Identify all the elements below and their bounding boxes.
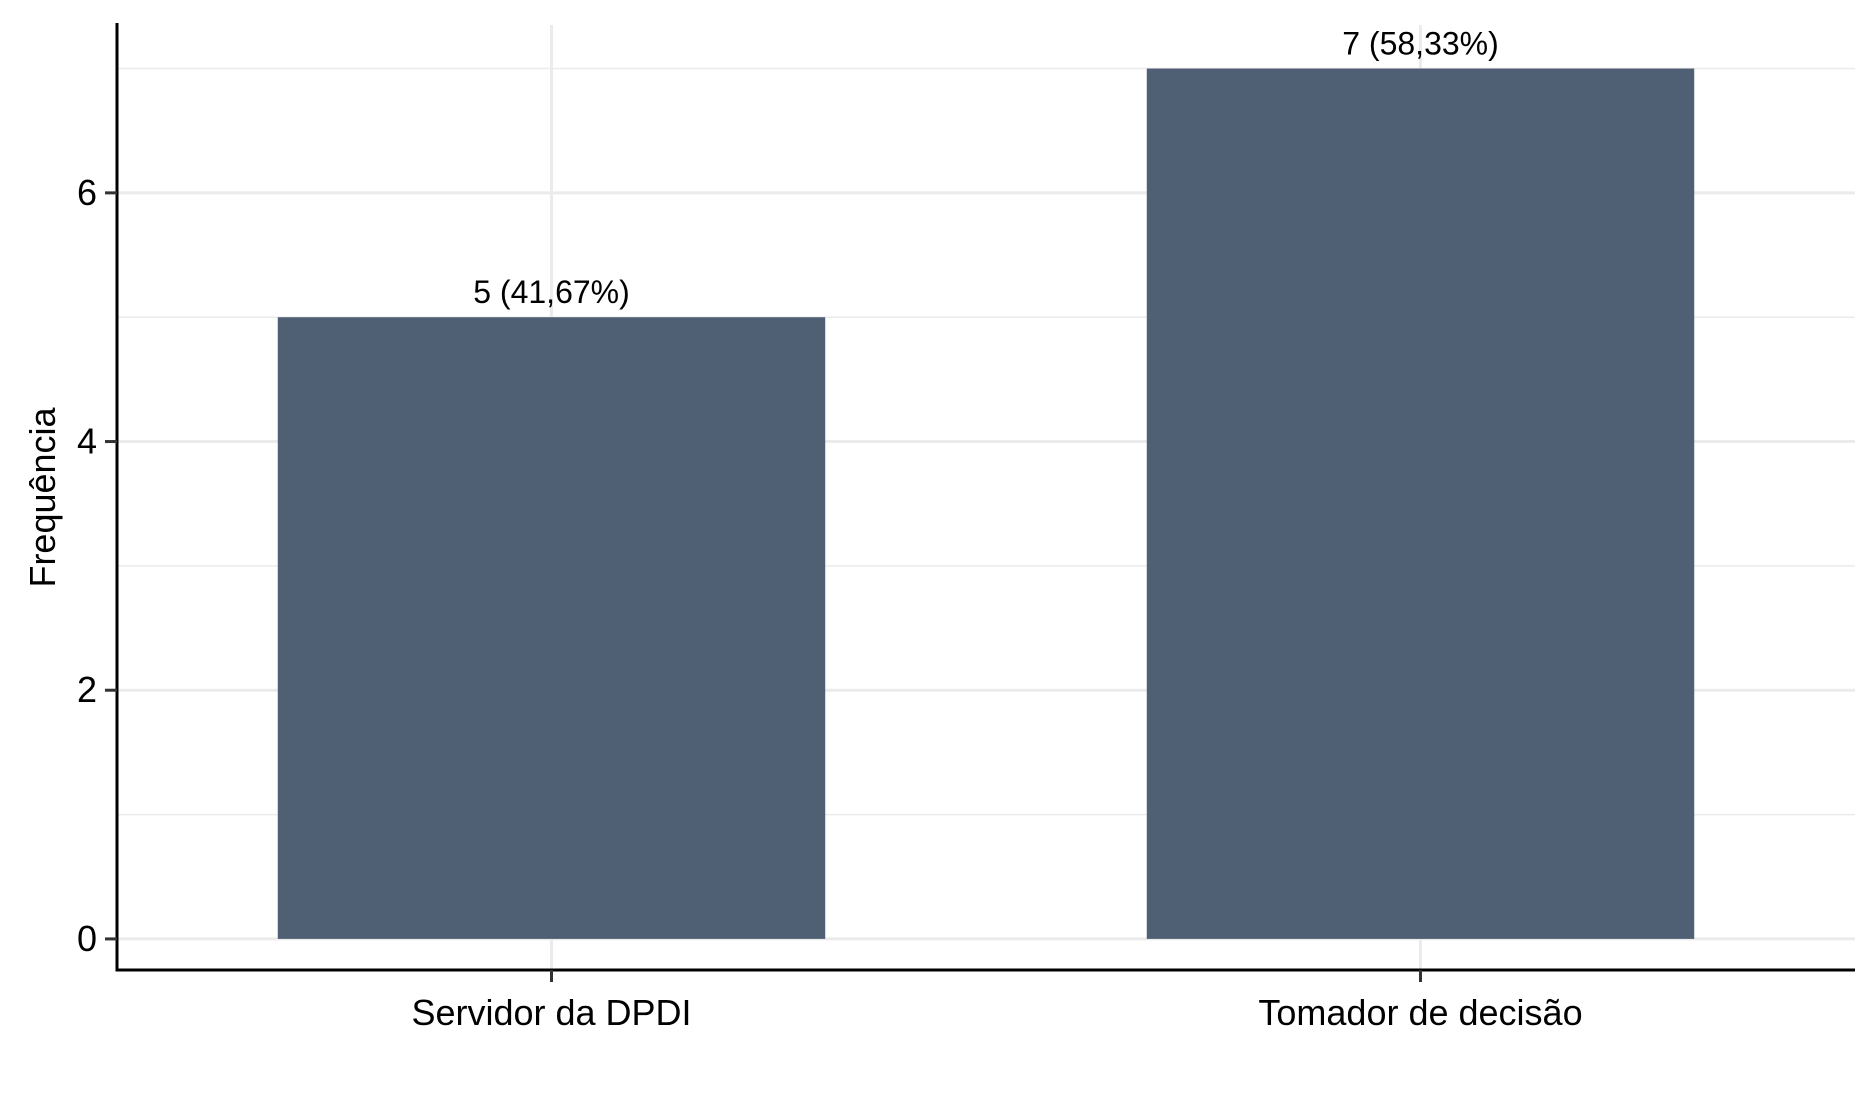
x-tick-label: Servidor da DPDI — [411, 992, 691, 1033]
tick-labels: 0 2 4 6 Servidor da DPDI Tomador de decisão — [77, 172, 1583, 1033]
y-tick-label: 2 — [77, 669, 97, 710]
bars — [277, 68, 1695, 939]
y-tick-label: 0 — [77, 918, 97, 959]
y-axis-title: Frequência — [22, 406, 63, 587]
y-tick-label: 6 — [77, 172, 97, 213]
bar — [1146, 68, 1695, 939]
bar-value-label: 5 (41,67%) — [473, 274, 630, 310]
y-tick-label: 4 — [77, 421, 97, 462]
bar-value-label: 7 (58,33%) — [1342, 26, 1499, 62]
x-tick-label: Tomador de decisão — [1258, 992, 1582, 1033]
axes — [105, 23, 1855, 982]
data-labels: 5 (41,67%) 7 (58,33%) — [473, 26, 1499, 311]
bar — [277, 317, 826, 939]
